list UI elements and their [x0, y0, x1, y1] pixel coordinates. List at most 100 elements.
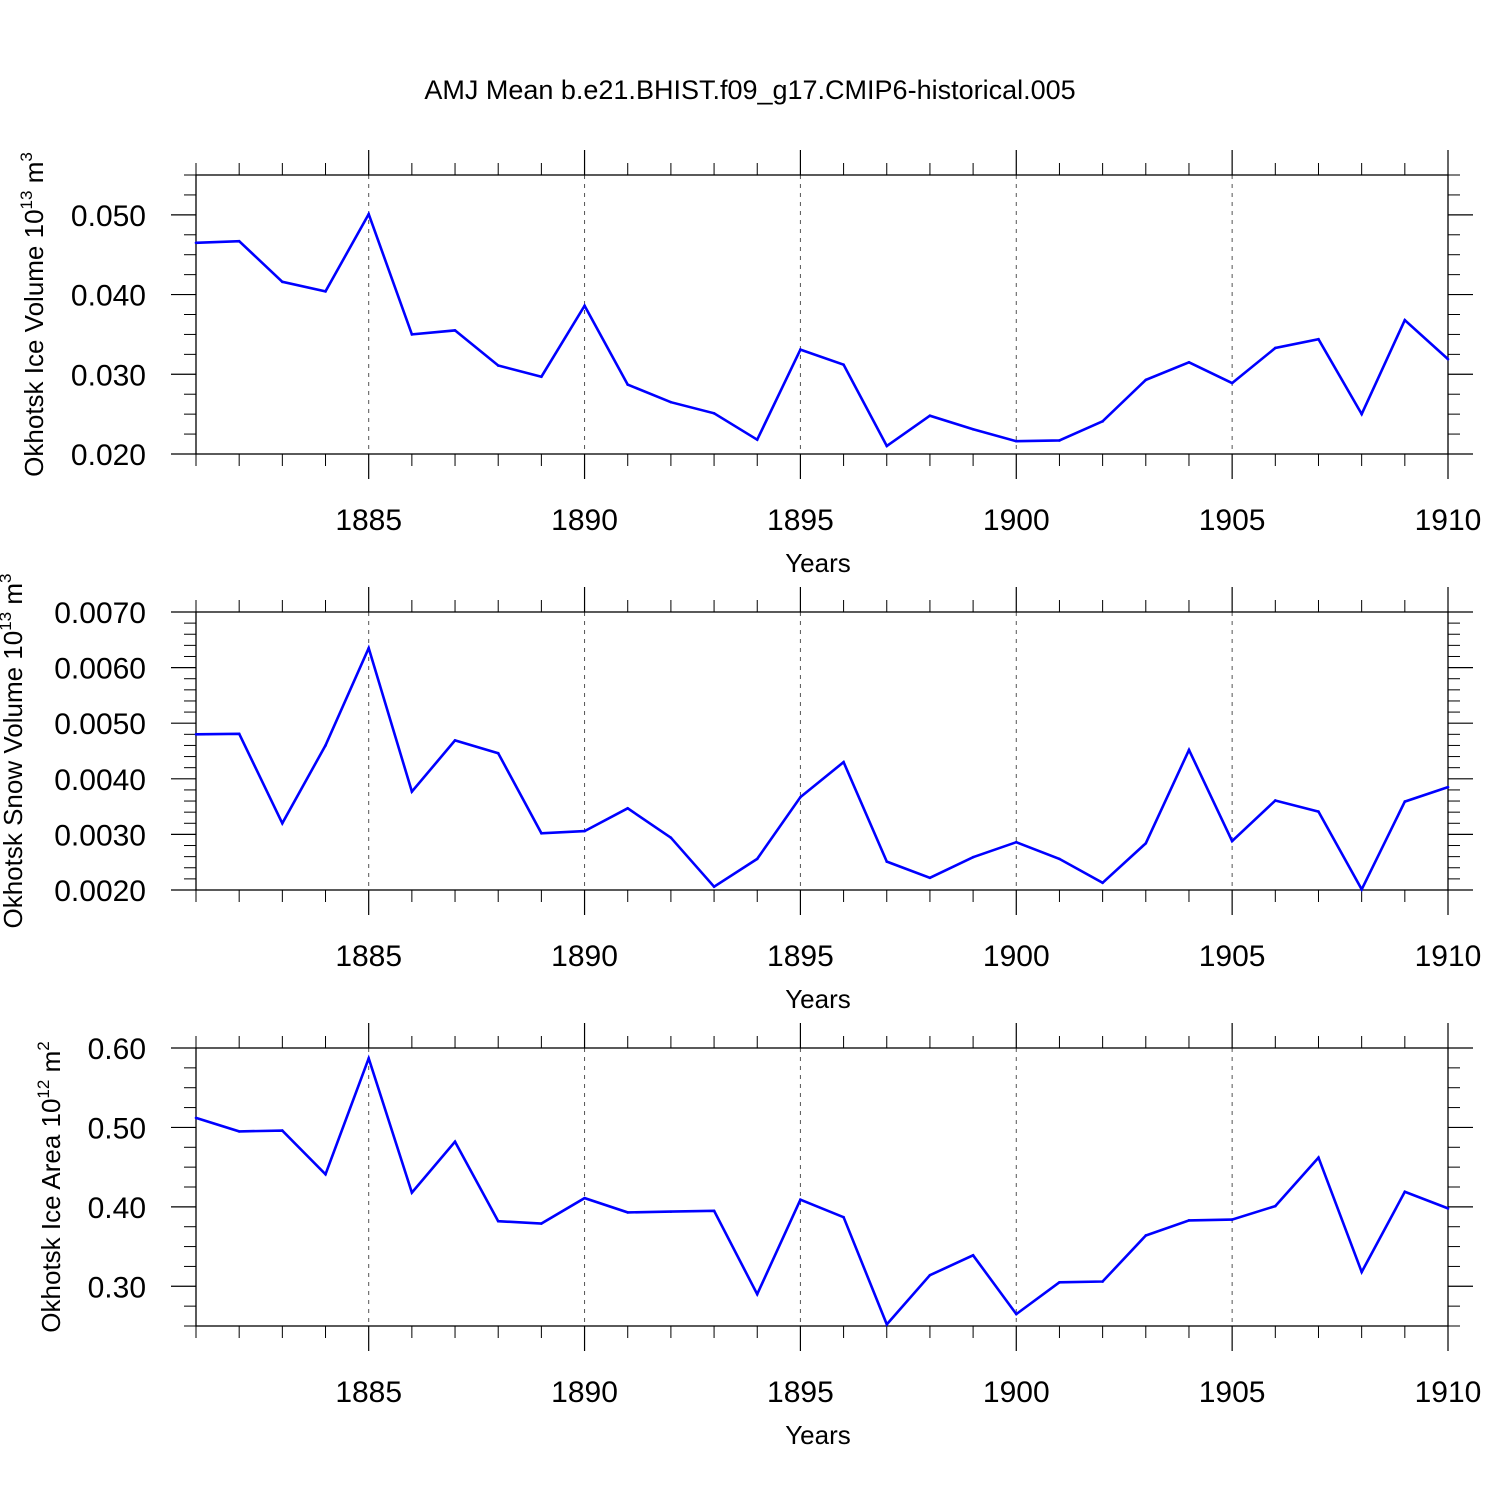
data-point [367, 646, 370, 650]
data-point [626, 383, 630, 386]
data-point [626, 1211, 630, 1214]
x-tick-label: 1905 [1199, 504, 1266, 537]
data-point [410, 333, 414, 336]
y-axis-title-unit: m [0, 583, 28, 612]
data-point [367, 1057, 370, 1060]
y-axis-title-unit: m [19, 162, 49, 191]
data-point [453, 329, 457, 332]
data-point [1446, 1207, 1450, 1210]
data-point [1274, 1204, 1277, 1208]
panels: 1885 1890 1895 1900 1905 1910 Years 0.020 0.030 0… [0, 150, 1481, 1450]
data-point [928, 876, 932, 880]
x-tick-label: 1885 [335, 504, 402, 537]
data-point [1230, 1218, 1234, 1221]
data-point [1058, 1281, 1061, 1284]
x-tick-label: 1900 [983, 1376, 1050, 1409]
panel-ice-area: 1885 1890 1895 1900 1905 1910 Years 0.30 0.40 0.5… [34, 1023, 1481, 1450]
data-point [755, 857, 759, 861]
x-tick-label: 1895 [767, 1376, 834, 1409]
data-point [1014, 439, 1018, 443]
y-tick-label: 0.0070 [54, 597, 146, 630]
data-point [669, 400, 673, 404]
series-line [195, 644, 1449, 893]
data-point [540, 1222, 543, 1225]
data-point [712, 1209, 716, 1213]
data-point [712, 885, 716, 888]
y-axis-title-text: Okhotsk Snow Volume 10 [0, 631, 28, 929]
data-point [1446, 785, 1450, 789]
data-point [755, 1292, 759, 1296]
data-point [367, 212, 370, 216]
data-point [842, 363, 845, 367]
data-point [928, 1273, 932, 1277]
data-point [1014, 1312, 1018, 1316]
data-point [1317, 810, 1320, 813]
data-point [583, 1196, 586, 1200]
x-tick-label: 1890 [551, 1376, 618, 1409]
y-axis-title: Okhotsk Ice Volume 1013 m3 [17, 152, 49, 477]
data-point [1446, 357, 1450, 361]
y-tick-label: 0.60 [88, 1033, 146, 1066]
data-point [1360, 1270, 1363, 1274]
data-point [1360, 888, 1363, 891]
data-point [410, 1191, 414, 1194]
y-axis-title-unit-exponent: 3 [0, 574, 15, 583]
data-point [194, 1116, 198, 1120]
y-axis-title: Okhotsk Ice Area 1012 m2 [34, 1041, 66, 1332]
data-point [1317, 337, 1320, 341]
y-axis-title-exponent: 13 [0, 612, 15, 631]
data-point [324, 290, 327, 293]
y-axis-title-exponent: 12 [34, 1080, 53, 1099]
x-tick-label: 1900 [983, 940, 1050, 973]
data-point [496, 751, 500, 755]
data-point [1403, 800, 1407, 803]
y-tick-label: 0.0050 [54, 708, 146, 741]
y-tick-label: 0.0060 [54, 653, 146, 686]
data-point [1144, 378, 1148, 382]
data-point [712, 412, 716, 415]
data-point [1144, 841, 1148, 845]
plot-frame [195, 611, 1449, 891]
data-point [885, 860, 889, 863]
y-tick-label: 0.0030 [54, 819, 146, 852]
data-point [1058, 857, 1061, 861]
x-tick-label: 1905 [1199, 1376, 1266, 1409]
data-point [324, 744, 327, 747]
x-axis-title: Years [785, 984, 851, 1014]
plot-frame [195, 174, 1449, 455]
data-point [583, 304, 586, 308]
data-point [1187, 1219, 1191, 1222]
series-line [195, 1054, 1449, 1327]
y-axis-title-unit: m [36, 1051, 66, 1080]
y-axis-title-unit-exponent: 3 [17, 152, 36, 161]
data-point [1274, 799, 1277, 802]
data-point [281, 1129, 284, 1132]
x-tick-label: 1885 [335, 1376, 402, 1409]
y-tick-label: 0.050 [71, 200, 146, 233]
x-tick-label: 1895 [767, 504, 834, 537]
data-point [237, 239, 241, 243]
data-point [1058, 439, 1061, 442]
data-point [755, 438, 759, 441]
plot-frame [195, 1047, 1449, 1327]
y-tick-label: 0.30 [88, 1271, 146, 1304]
x-tick-label: 1910 [1415, 940, 1482, 973]
y-tick-label: 0.50 [88, 1112, 146, 1145]
data-point [410, 790, 414, 793]
y-tick-label: 0.020 [71, 439, 146, 472]
data-point [928, 414, 932, 418]
data-point [1274, 346, 1277, 350]
x-tick-label: 1890 [551, 504, 618, 537]
data-point [540, 831, 543, 835]
data-point [1230, 839, 1234, 843]
data-point [281, 280, 284, 284]
data-point [237, 1130, 241, 1133]
data-point [799, 795, 802, 799]
data-point [799, 1198, 802, 1202]
data-point [194, 241, 198, 245]
y-tick-label: 0.030 [71, 359, 146, 392]
y-axis-title-text: Okhotsk Ice Volume 10 [19, 209, 49, 476]
y-axis-title-exponent: 13 [17, 191, 36, 210]
y-axis-title-text: Okhotsk Ice Area 10 [36, 1099, 66, 1333]
y-axis-title: Okhotsk Snow Volume 1013 m3 [0, 574, 28, 929]
